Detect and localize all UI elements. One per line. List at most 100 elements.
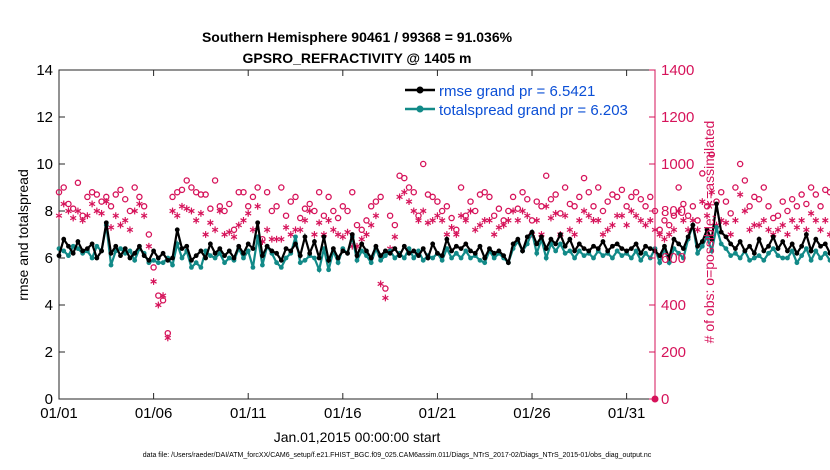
- obs-assimilated-point: [311, 231, 318, 238]
- totalspread-point: [335, 260, 341, 266]
- rmse-point: [610, 243, 615, 249]
- totalspread-point: [576, 248, 582, 254]
- rmse-point: [638, 250, 644, 256]
- obs-possible-point: [145, 231, 153, 238]
- obs-possible-point: [665, 221, 673, 229]
- totalspread-point: [699, 243, 705, 249]
- obs-assimilated-point: [396, 193, 403, 201]
- obs-assimilated-point: [642, 221, 649, 229]
- obs-possible-point: [339, 203, 347, 210]
- asterisk-stroke: [803, 227, 810, 233]
- totalspread-point: [458, 255, 464, 261]
- rmse-point: [591, 243, 596, 249]
- rmse-point: [633, 241, 639, 247]
- obs-possible-point: [661, 217, 668, 224]
- totalspread-point: [614, 248, 620, 254]
- obs-assimilated-point: [552, 209, 559, 217]
- asterisk-stroke: [722, 220, 730, 225]
- asterisk-stroke: [741, 208, 749, 214]
- y-axis-label-left: rmse and totalspread: [15, 169, 31, 301]
- totalspread-point: [274, 260, 279, 266]
- rmse-point: [302, 234, 308, 240]
- rmse-point: [439, 253, 445, 259]
- totalspread-point: [283, 255, 289, 261]
- asterisk-stroke: [812, 218, 820, 223]
- asterisk-stroke: [93, 208, 101, 214]
- rmse-point: [61, 236, 67, 242]
- asterisk-stroke: [472, 227, 479, 233]
- obs-possible-point: [211, 177, 219, 184]
- asterisk-stroke: [325, 218, 332, 223]
- asterisk-stroke: [732, 218, 739, 223]
- rmse-point: [293, 241, 298, 247]
- asterisk-stroke: [174, 213, 181, 218]
- asterisk-stroke: [798, 218, 805, 223]
- asterisk-stroke: [500, 222, 507, 228]
- obs-possible-point: [580, 174, 588, 182]
- asterisk-stroke: [415, 218, 422, 223]
- obs-possible-point: [377, 193, 384, 201]
- obs-assimilated-point: [344, 228, 351, 236]
- obs-possible-point: [732, 184, 739, 191]
- totalspread-point: [822, 250, 828, 256]
- obs-assimilated-point: [226, 228, 233, 236]
- rmse-point: [813, 236, 819, 242]
- asterisk-stroke: [363, 232, 370, 237]
- asterisk-stroke: [126, 227, 134, 233]
- obs-assimilated-point: [798, 216, 805, 224]
- obs-assimilated-point: [542, 202, 550, 210]
- obs-possible-point: [438, 207, 446, 215]
- obs-assimilated-point: [604, 226, 611, 234]
- obs-possible-point: [637, 195, 645, 203]
- totalspread-point: [241, 255, 246, 261]
- totalspread-point: [259, 262, 265, 268]
- asterisk-stroke: [514, 218, 522, 223]
- asterisk-stroke: [377, 281, 384, 287]
- rmse-point: [108, 250, 114, 256]
- obs-possible-point: [93, 191, 101, 198]
- obs-assimilated-point: [174, 212, 181, 220]
- asterisk-stroke: [155, 302, 162, 308]
- obs-possible-point: [490, 212, 498, 219]
- asterisk-stroke: [226, 229, 233, 235]
- totalspread-point: [368, 260, 374, 266]
- obs-possible-point: [126, 207, 134, 215]
- rmse-point: [241, 250, 246, 256]
- rmse-point: [401, 243, 407, 249]
- obs-possible-point: [429, 193, 436, 201]
- obs-possible-point: [386, 212, 394, 219]
- legend: rmse grand pr = 6.5421 totalspread grand…: [405, 83, 628, 119]
- obs-possible-point: [325, 193, 332, 201]
- obs-assimilated-point: [665, 231, 673, 238]
- asterisk-stroke: [490, 232, 498, 237]
- totalspread-point: [756, 253, 762, 259]
- rmse-point: [742, 248, 748, 254]
- totalspread-point: [222, 260, 227, 266]
- rmse-point: [122, 246, 128, 252]
- obs-possible-point: [514, 205, 522, 212]
- rmse-point: [132, 250, 138, 256]
- rmse-point: [453, 243, 459, 249]
- obs-assimilated-point: [315, 219, 323, 227]
- obs-assimilated-point: [661, 235, 668, 243]
- rmse-point: [491, 250, 497, 256]
- rmse-point: [127, 255, 133, 261]
- left-tick-label: 6: [45, 250, 53, 267]
- totalspread-point: [638, 257, 644, 263]
- obs-assimilated-point: [98, 209, 105, 217]
- legend-rmse-marker: [416, 86, 424, 94]
- asterisk-stroke: [699, 199, 706, 204]
- asterisk-stroke: [169, 208, 176, 214]
- right-axis: 0 200 400 600 800 1000 1200 1400: [649, 62, 694, 408]
- obs-possible-point: [717, 188, 725, 196]
- asterisk-stroke: [311, 232, 318, 237]
- totalspread-point: [401, 255, 407, 261]
- totalspread-point: [108, 262, 114, 268]
- totalspread-point: [378, 257, 384, 263]
- asterisk-stroke: [429, 218, 436, 223]
- asterisk-stroke: [647, 218, 654, 223]
- totalspread-point: [118, 246, 123, 252]
- asterisk-stroke: [519, 208, 526, 214]
- obs-possible-point: [590, 203, 597, 210]
- totalspread-point: [160, 260, 166, 266]
